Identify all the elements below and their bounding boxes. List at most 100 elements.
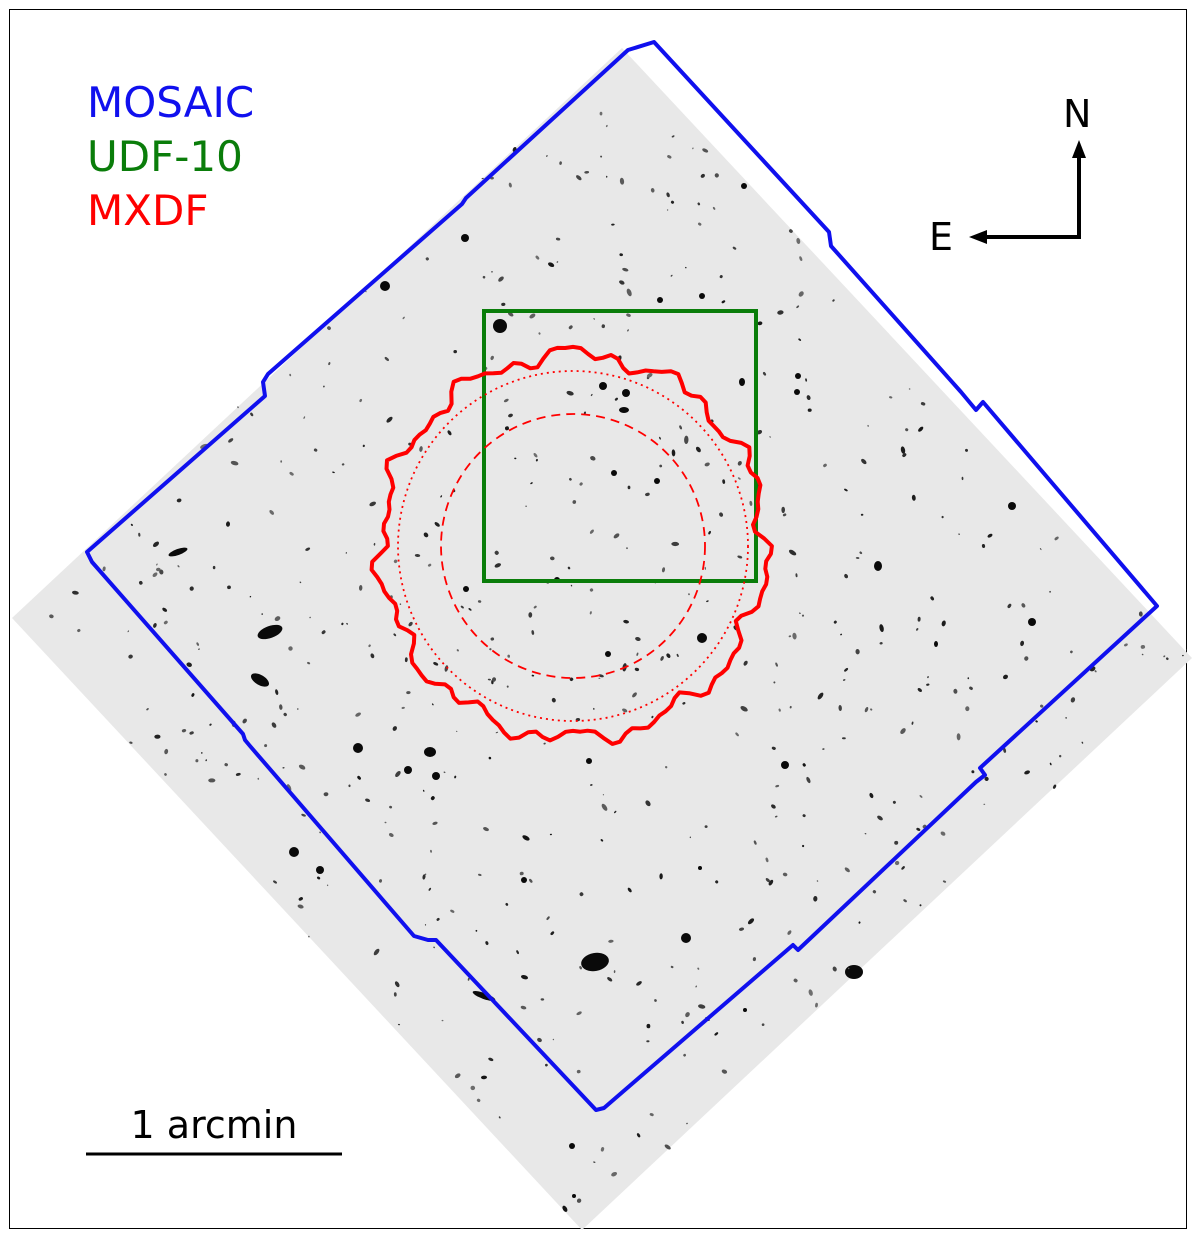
faint-source (271, 722, 277, 728)
faint-source (237, 406, 239, 409)
faint-source (627, 887, 632, 893)
faint-source (433, 946, 435, 949)
galaxy-source (794, 389, 800, 395)
faint-source (389, 805, 393, 809)
faint-source (227, 585, 231, 590)
faint-source (456, 730, 458, 733)
galaxy-source (698, 866, 702, 870)
faint-source (765, 878, 771, 883)
faint-source (579, 965, 582, 970)
faint-source (1049, 590, 1052, 593)
faint-source (531, 674, 535, 677)
faint-source (842, 737, 846, 740)
faint-source (507, 654, 511, 658)
galaxy-source (622, 389, 630, 397)
faint-source (430, 849, 432, 853)
faint-source (453, 349, 457, 354)
faint-source (969, 686, 973, 690)
faint-source (670, 200, 675, 204)
faint-source (684, 435, 689, 444)
faint-source (1165, 657, 1169, 661)
galaxy-source (657, 297, 663, 303)
faint-source (958, 533, 960, 535)
faint-source (808, 989, 813, 996)
faint-source (358, 585, 363, 591)
faint-source (378, 879, 383, 883)
faint-source (1049, 762, 1052, 766)
faint-source (660, 655, 664, 661)
faint-source (636, 981, 642, 986)
faint-source (545, 1063, 548, 1067)
faint-source (525, 505, 527, 507)
faint-source (507, 311, 514, 317)
faint-source (386, 416, 393, 423)
faint-source (299, 581, 302, 584)
faint-source (406, 691, 411, 695)
faint-source (402, 316, 405, 320)
faint-source (695, 985, 698, 988)
faint-source (688, 593, 690, 596)
galaxy-source (795, 373, 801, 379)
faint-source (224, 763, 228, 767)
faint-source (485, 941, 489, 946)
faint-source (765, 857, 769, 863)
faint-source (757, 321, 763, 326)
faint-source (394, 981, 400, 988)
faint-source (200, 752, 203, 754)
faint-source (467, 977, 470, 981)
faint-source (323, 792, 329, 797)
faint-source (714, 173, 719, 178)
faint-source (346, 622, 348, 625)
faint-source (601, 803, 608, 811)
compass-east-label: E (929, 215, 954, 259)
faint-source (756, 430, 763, 435)
faint-source (419, 446, 423, 452)
faint-source (738, 927, 745, 931)
faint-source (242, 718, 247, 724)
faint-source (771, 746, 776, 750)
faint-source (483, 827, 489, 832)
faint-source (682, 702, 686, 705)
faint-source (556, 261, 559, 263)
faint-source (823, 463, 827, 468)
faint-source (279, 704, 283, 710)
faint-source (425, 257, 429, 261)
faint-source (321, 630, 326, 635)
faint-source (801, 844, 805, 848)
faint-source (844, 667, 849, 672)
faint-source (209, 723, 212, 726)
galaxy-source (699, 293, 705, 299)
faint-source (341, 463, 345, 466)
faint-source (191, 693, 195, 697)
mxdf-dotted-circle (397, 370, 749, 722)
faint-source (715, 880, 719, 884)
faint-source (706, 600, 709, 603)
faint-source (971, 770, 975, 774)
faint-source (478, 873, 482, 876)
deep-field-image (12, 48, 1192, 1230)
faint-source (1163, 655, 1166, 658)
faint-source (592, 707, 595, 710)
faint-source (686, 1122, 688, 1125)
faint-source (424, 873, 427, 876)
faint-source (460, 605, 464, 609)
faint-source (833, 620, 837, 624)
faint-source (737, 555, 743, 559)
faint-source (782, 872, 788, 877)
faint-source (889, 396, 893, 399)
faint-source (428, 887, 432, 891)
faint-source (926, 683, 930, 686)
faint-source (775, 784, 780, 788)
compass (969, 140, 1086, 244)
faint-source (659, 464, 663, 468)
faint-source (822, 748, 825, 750)
faint-source (704, 462, 710, 467)
faint-source (1138, 611, 1143, 617)
faint-source (984, 776, 989, 782)
faint-source (535, 255, 540, 260)
galaxy-source (1028, 618, 1036, 626)
faint-source (605, 124, 608, 128)
faint-source (671, 449, 676, 457)
faint-source (861, 458, 867, 465)
faint-source (303, 416, 306, 419)
